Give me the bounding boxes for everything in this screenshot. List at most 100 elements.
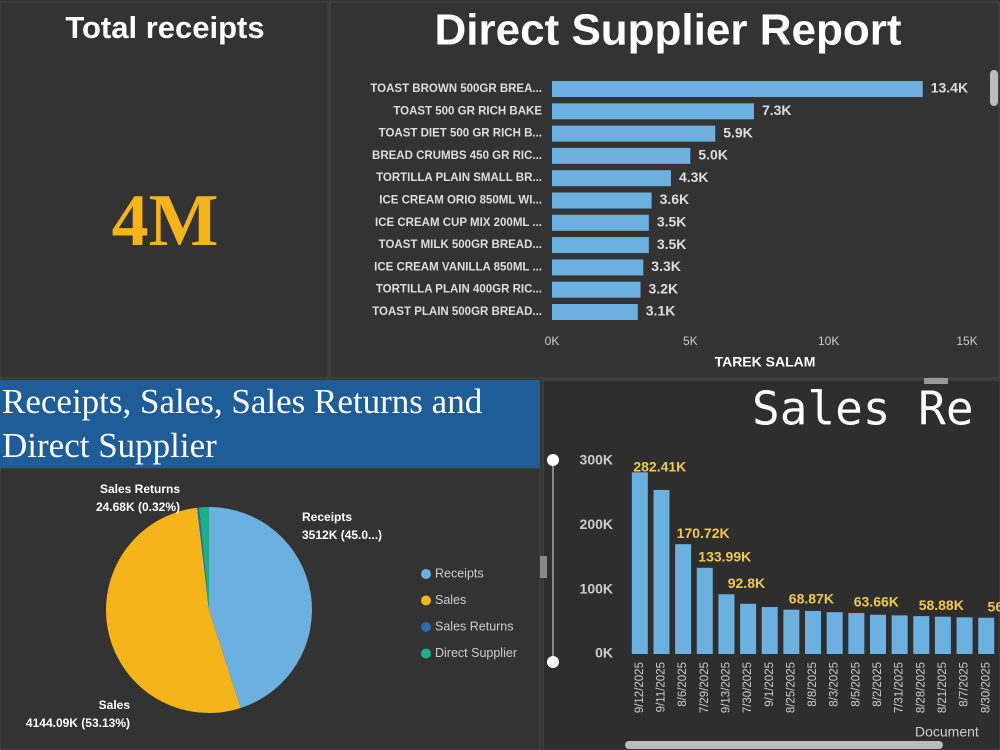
report-panel [329,1,1000,379]
data-label: 63.66K [854,594,899,610]
bar [805,610,822,654]
bar [552,304,638,320]
pie-slice [197,507,209,610]
h-scrollbar[interactable] [625,741,943,749]
legend-label[interactable]: Receipts [435,566,484,580]
x-axis-title: TAREK SALAM [715,354,816,370]
legend-label[interactable]: Direct Supplier [435,646,517,660]
bar [761,607,778,654]
y-tick-label: BREAD CRUMBS 450 GR RIC... [372,150,542,162]
bar [956,617,973,654]
bar [552,259,644,276]
bar [696,567,713,654]
slider-handle[interactable] [547,656,559,668]
y-tick-label: ICE CREAM CUP MIX 200ML ... [375,217,542,229]
bar [653,489,670,654]
x-tick-label: 8/2/2025 [872,662,884,707]
data-label: 3.5K [657,214,687,230]
data-label: 4.3K [679,169,709,185]
chart-title: Sales Re [752,382,974,436]
card-value: 4M [112,180,219,262]
x-tick-label: 8/5/2025 [850,662,862,707]
legend-marker [421,622,431,632]
bar [848,613,865,654]
x-tick-label: 9/1/2025 [764,662,776,707]
pie-title: Receipts, Sales, Sales Returns and Direc… [2,382,483,465]
y-tick-label: TOAST MILK 500GR BREAD... [379,239,542,251]
x-tick-label: 7/30/2025 [742,662,754,713]
bar [552,81,923,97]
x-tick-label: 8/21/2025 [937,662,949,713]
bar [552,125,716,142]
x-tick-label: 8/6/2025 [677,662,689,707]
bar [552,103,754,120]
bar [869,614,886,654]
chart-title: Direct Supplier Report [435,6,902,55]
bar [675,544,692,654]
data-label: 58.88K [919,597,964,613]
y-tick-label: TORTILLA PLAIN 400GR RIC... [376,284,542,296]
x-axis-title: Document [915,724,979,740]
x-tick-label: 8/30/2025 [980,662,992,713]
pie-slice [105,507,241,713]
slice-name: Sales Returns [100,482,180,496]
data-label: 133.99K [698,549,751,565]
y-tick-label: TOAST DIET 500 GR RICH B... [379,128,542,140]
data-label: 92.8K [728,575,765,591]
pie-title-bar [0,380,540,468]
bar [891,615,908,654]
data-label: 5.9K [723,124,753,140]
x-tick-label: 9/11/2025 [656,662,668,712]
sales-panel [542,379,1000,750]
resize-handle [924,378,948,384]
y-tick-label: TOAST PLAIN 500GR BREAD... [372,306,542,318]
slider-handle[interactable] [547,454,559,466]
data-label: 282.41K [633,459,686,475]
pie-slice [199,507,209,610]
bar [740,603,757,654]
legend-label[interactable]: Sales Returns [435,619,514,633]
y-tick-label: 100K [580,580,613,596]
data-label: 3.3K [651,258,681,274]
y-tick-label: 300K [580,452,613,468]
data-label: 3.2K [649,280,679,296]
bar [631,472,648,654]
x-tick-label: 7/31/2025 [894,662,906,713]
data-label: 13.4K [931,80,968,96]
data-label: 7.3K [762,102,792,118]
card-title: Total receipts [65,10,264,45]
x-tick-label: 8/3/2025 [829,662,841,707]
slider-grip [540,556,547,578]
card-panel [0,1,329,379]
bar [718,594,735,654]
bar [934,616,951,654]
bar [552,192,652,209]
legend-marker [421,569,431,579]
data-label: 3512K (45.0...) [302,528,382,542]
data-label: 24.68K (0.32%) [96,500,180,514]
data-label: 68.87K [789,590,834,606]
x-tick-label: 9/13/2025 [720,662,732,713]
slice-name: Sales [99,698,131,712]
y-tick-label: TOAST BROWN 500GR BREA... [370,83,542,95]
x-tick-label: 8/8/2025 [807,662,819,707]
bar [552,170,671,187]
x-tick-label: 8/28/2025 [915,662,927,713]
y-tick-label: 200K [580,516,613,532]
data-label: 4144.09K (53.13%) [26,716,130,730]
bar [826,612,843,654]
data-label: 170.72K [677,525,730,541]
x-tick-label: 8/7/2025 [959,662,971,707]
bar [552,147,691,164]
x-tick-label: 9/12/2025 [634,662,646,713]
pie-slice [209,507,312,709]
bar [552,281,641,298]
y-tick-label: ICE CREAM VANILLA 850ML ... [374,261,542,273]
legend-marker [421,595,431,606]
y-tick-label: 0K [595,645,613,661]
legend-label[interactable]: Sales [435,593,466,607]
scrollbar[interactable] [990,70,998,106]
data-label: 5.0K [698,147,728,163]
